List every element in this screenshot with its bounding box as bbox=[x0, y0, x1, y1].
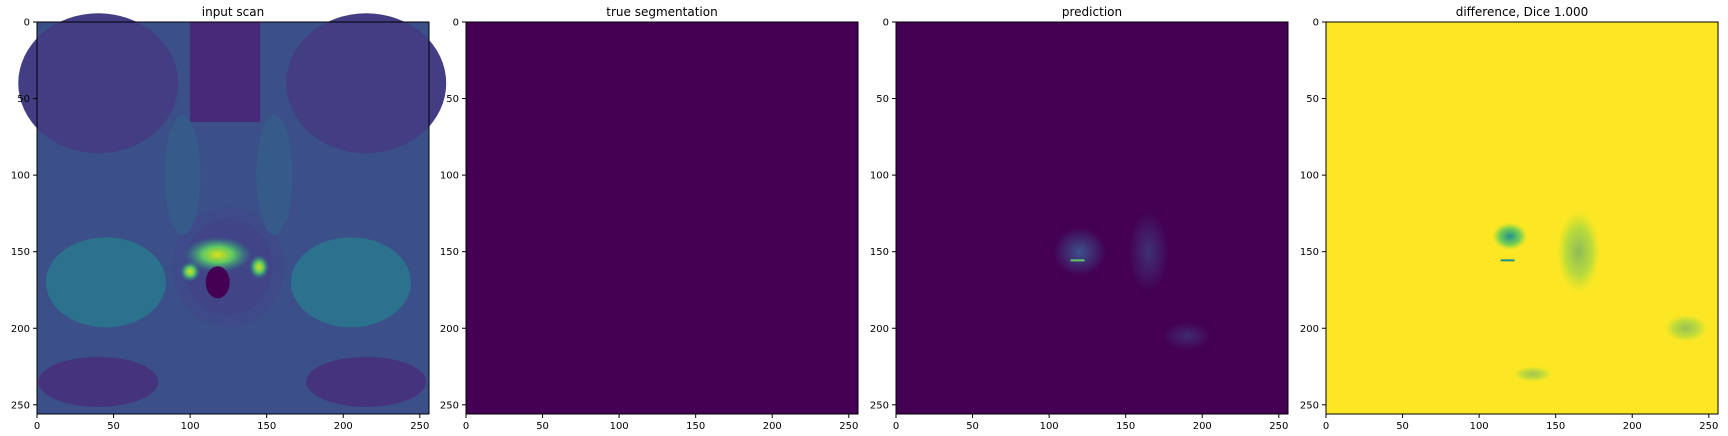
x-tick-label: 0 bbox=[463, 421, 469, 432]
x-tick-label: 200 bbox=[763, 421, 782, 432]
x-tick-label: 0 bbox=[34, 421, 40, 432]
heatmap-image bbox=[466, 22, 858, 414]
bright-structure bbox=[249, 255, 270, 279]
heatmap-image bbox=[896, 22, 1288, 414]
bright-structure bbox=[180, 261, 201, 282]
prediction-blob bbox=[1053, 227, 1106, 276]
x-tick-label: 150 bbox=[1116, 421, 1135, 432]
subplot-4: difference, Dice 1.000 0 50 100 150 200 250 0 50… bbox=[1300, 5, 1719, 432]
x-tick-label: 200 bbox=[334, 421, 353, 432]
subplot-title: prediction bbox=[1062, 5, 1122, 19]
dark-region bbox=[306, 356, 427, 407]
subplot-1: input scan 0 50 100 150 200 250 0 50 100 150 200 250 bbox=[11, 5, 447, 432]
x-tick-label: 200 bbox=[1193, 421, 1212, 432]
y-tick-label: 250 bbox=[870, 400, 889, 411]
x-tick-label: 200 bbox=[1623, 421, 1642, 432]
x-tick-label: 150 bbox=[686, 421, 705, 432]
y-tick-label: 0 bbox=[883, 18, 889, 29]
bright-region bbox=[45, 237, 166, 328]
y-tick-label: 200 bbox=[1300, 324, 1319, 335]
x-tick-label: 100 bbox=[181, 421, 200, 432]
x-tick-label: 150 bbox=[1546, 421, 1565, 432]
prediction-spot bbox=[1070, 259, 1085, 262]
y-tick-label: 0 bbox=[24, 18, 30, 29]
y-tick-label: 150 bbox=[440, 247, 459, 258]
y-tick-label: 150 bbox=[11, 247, 30, 258]
x-tick-label: 100 bbox=[1040, 421, 1059, 432]
x-tick-label: 100 bbox=[1470, 421, 1489, 432]
axes-frame bbox=[1325, 21, 1719, 415]
bright-structure bbox=[183, 236, 252, 273]
bright-region bbox=[256, 115, 293, 236]
difference-blob bbox=[1556, 209, 1601, 294]
dark-region bbox=[18, 13, 179, 154]
difference-spot bbox=[1500, 259, 1515, 262]
y-tick-label: 100 bbox=[11, 171, 30, 182]
dark-band bbox=[190, 22, 261, 122]
y-tick-label: 100 bbox=[1300, 171, 1319, 182]
dark-structure bbox=[205, 266, 230, 299]
x-tick-label: 50 bbox=[107, 421, 120, 432]
x-tick-label: 50 bbox=[536, 421, 549, 432]
dark-region bbox=[38, 356, 159, 407]
y-tick-label: 150 bbox=[870, 247, 889, 258]
heatmap-image bbox=[1326, 22, 1718, 414]
y-tick-label: 150 bbox=[1300, 247, 1319, 258]
y-tick-label: 200 bbox=[11, 324, 30, 335]
y-tick-label: 250 bbox=[11, 400, 30, 411]
x-tick-label: 150 bbox=[257, 421, 276, 432]
y-tick-label: 100 bbox=[870, 171, 889, 182]
y-tick-label: 50 bbox=[1306, 94, 1319, 105]
y-tick-label: 50 bbox=[446, 94, 459, 105]
subplot-3: prediction 0 50 100 150 200 250 0 50 100 150 200 250 bbox=[870, 5, 1289, 432]
axes-frame bbox=[895, 21, 1289, 415]
subplot-title: input scan bbox=[202, 5, 265, 19]
y-tick-label: 0 bbox=[453, 18, 459, 29]
y-tick-label: 100 bbox=[440, 171, 459, 182]
x-tick-label: 100 bbox=[610, 421, 629, 432]
x-tick-label: 0 bbox=[893, 421, 899, 432]
difference-blob bbox=[1491, 222, 1528, 251]
y-tick-label: 250 bbox=[1300, 400, 1319, 411]
axes-frame bbox=[465, 21, 859, 415]
y-tick-label: 50 bbox=[17, 94, 30, 105]
dark-region bbox=[286, 13, 447, 154]
difference-blob bbox=[1663, 314, 1708, 343]
prediction-blob bbox=[1162, 321, 1211, 350]
x-tick-label: 250 bbox=[1269, 421, 1288, 432]
x-tick-label: 250 bbox=[410, 421, 429, 432]
prediction-blob bbox=[1128, 211, 1169, 292]
y-tick-label: 250 bbox=[440, 400, 459, 411]
subplot-title: true segmentation bbox=[606, 5, 717, 19]
difference-blob bbox=[1512, 366, 1553, 383]
y-tick-label: 50 bbox=[876, 94, 889, 105]
x-tick-label: 0 bbox=[1323, 421, 1329, 432]
bright-region bbox=[164, 115, 201, 236]
bright-region bbox=[290, 237, 411, 328]
x-tick-label: 50 bbox=[966, 421, 979, 432]
x-tick-label: 50 bbox=[1396, 421, 1409, 432]
y-tick-label: 200 bbox=[440, 324, 459, 335]
subplot-title: difference, Dice 1.000 bbox=[1456, 5, 1589, 19]
x-tick-label: 250 bbox=[839, 421, 858, 432]
y-tick-label: 0 bbox=[1313, 18, 1319, 29]
subplot-2: true segmentation 0 50 100 150 200 250 0 50 100 15… bbox=[440, 5, 859, 432]
axes-frame bbox=[36, 21, 430, 415]
x-tick-label: 250 bbox=[1699, 421, 1718, 432]
y-tick-label: 200 bbox=[870, 324, 889, 335]
